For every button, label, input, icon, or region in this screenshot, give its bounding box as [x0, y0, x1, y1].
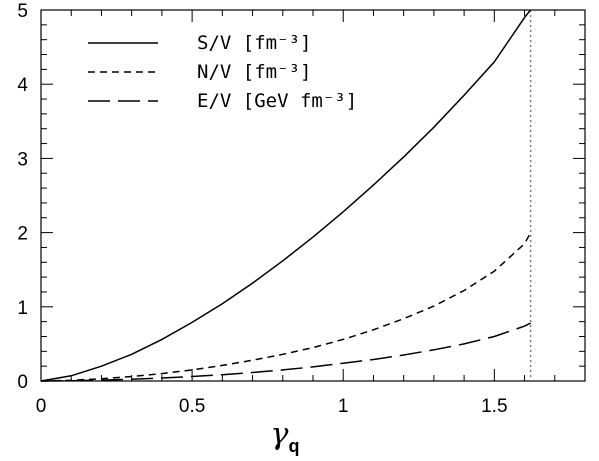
axis-ticks — [40, 9, 586, 382]
series-line-1 — [40, 9, 532, 382]
x-axis-title: γq — [271, 417, 300, 456]
y-tick-label: 4 — [17, 75, 28, 96]
y-tick-label: 0 — [17, 372, 28, 393]
series-line-3 — [40, 322, 531, 382]
x-tick-label: 1 — [338, 396, 349, 417]
plot-frame — [40, 9, 586, 382]
legend-label-1: S/V [fm⁻³] — [197, 32, 311, 54]
x-tick-label: 0 — [36, 396, 47, 417]
legend-label-3: E/V [GeV fm⁻³] — [197, 90, 357, 112]
y-tick-label: 3 — [17, 149, 28, 170]
y-tick-label: 5 — [17, 1, 28, 22]
x-tick-label: 1.5 — [481, 396, 507, 417]
y-tick-label: 1 — [17, 298, 28, 319]
series-line-2 — [40, 232, 532, 382]
tick-labels: 0 0.5 1 1.5 0 1 2 3 4 5 — [17, 1, 507, 417]
legend-label-2: N/V [fm⁻³] — [197, 61, 311, 83]
series-lines — [40, 9, 532, 382]
x-tick-label: 0.5 — [179, 396, 205, 417]
y-tick-label: 2 — [17, 224, 28, 245]
legend: S/V [fm⁻³] N/V [fm⁻³] E/V [GeV fm⁻³] — [88, 32, 357, 112]
